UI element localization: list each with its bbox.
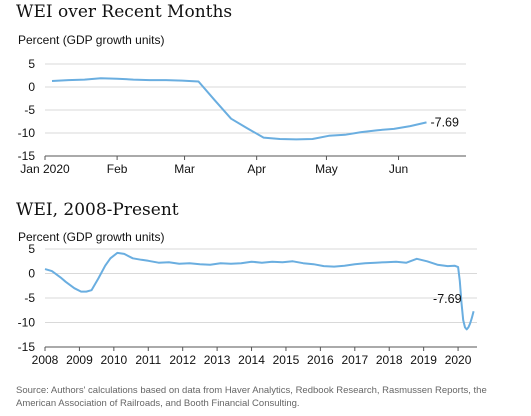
chart-1-ytick-label: 0	[28, 80, 35, 94]
chart-2-ytick-label: 5	[28, 242, 35, 256]
chart-2-ylabel: Percent (GDP growth units)	[18, 230, 165, 244]
chart-1-xtick-label: Mar	[174, 162, 195, 176]
chart-2-xtick-label: 2015	[273, 353, 300, 367]
chart-2-ytick-label: 0	[28, 267, 35, 281]
chart-2-xtick-label: 2016	[307, 353, 334, 367]
chart-2-series-line	[44, 251, 475, 331]
chart-2-title: WEI, 2008-Present	[16, 200, 179, 220]
chart-2-ytick-label: -5	[24, 291, 35, 305]
chart-1-ytick-label: 5	[28, 57, 35, 71]
chart-1-xtick-label: May	[315, 162, 338, 176]
source-note: Source: Authors' calculations based on d…	[16, 385, 487, 409]
chart-1-ytick-label: -5	[24, 103, 35, 117]
chart-2-xtick-label: 2017	[341, 353, 368, 367]
chart-2-annotation-label: -7.69	[433, 292, 462, 306]
chart-2-xtick-label: 2020	[445, 353, 472, 367]
chart-1-title: WEI over Recent Months	[16, 2, 233, 22]
chart-2-xtick-label: 2012	[169, 353, 196, 367]
chart-2-xtick-label: 2019	[410, 353, 437, 367]
chart-1-annotation-label: -7.69	[430, 115, 459, 129]
chart-2-xtick-label: 2008	[32, 353, 59, 367]
chart-1-series-line	[51, 77, 427, 141]
chart-2-xtick-label: 2009	[66, 353, 93, 367]
chart-2-xtick-label: 2011	[135, 353, 161, 367]
chart-1-xtick-label: Jun	[389, 162, 408, 176]
chart-2-ytick-label: -15	[18, 340, 36, 354]
chart-2-xtick-label: 2010	[100, 353, 127, 367]
chart-1-ylabel: Percent (GDP growth units)	[18, 33, 165, 47]
chart-2-ytick-label: -10	[18, 316, 36, 330]
chart-1-xtick-label: Apr	[247, 162, 266, 176]
chart-1-ytick-label: -10	[18, 126, 36, 140]
chart-2-xtick-label: 2013	[204, 353, 231, 367]
chart-1-xtick-label: Jan 2020	[20, 162, 70, 176]
chart-1-ytick-label: -15	[18, 149, 36, 163]
chart-2-xtick-label: 2018	[376, 353, 403, 367]
chart-1-xtick-label: Feb	[107, 162, 128, 176]
chart-2-xtick-label: 2014	[238, 353, 265, 367]
